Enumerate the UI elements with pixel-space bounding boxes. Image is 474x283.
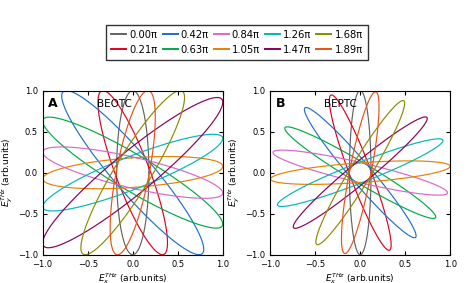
Text: BEPTC: BEPTC (324, 99, 357, 109)
Text: BEOTC: BEOTC (97, 99, 132, 109)
Legend: 0.00π, 0.21π, 0.42π, 0.63π, 0.84π, 1.05π, 1.26π, 1.47π, 1.68π, 1.89π: 0.00π, 0.21π, 0.42π, 0.63π, 0.84π, 1.05π… (106, 25, 368, 60)
X-axis label: $E_x^{THz}$ (arb.units): $E_x^{THz}$ (arb.units) (326, 271, 395, 283)
Text: A: A (48, 97, 58, 110)
Y-axis label: $E_y^{THz}$ (arb.units): $E_y^{THz}$ (arb.units) (227, 138, 242, 207)
X-axis label: $E_x^{THz}$ (arb.units): $E_x^{THz}$ (arb.units) (98, 271, 167, 283)
Y-axis label: $E_y^{THz}$ (arb.units): $E_y^{THz}$ (arb.units) (0, 138, 15, 207)
Text: B: B (275, 97, 285, 110)
